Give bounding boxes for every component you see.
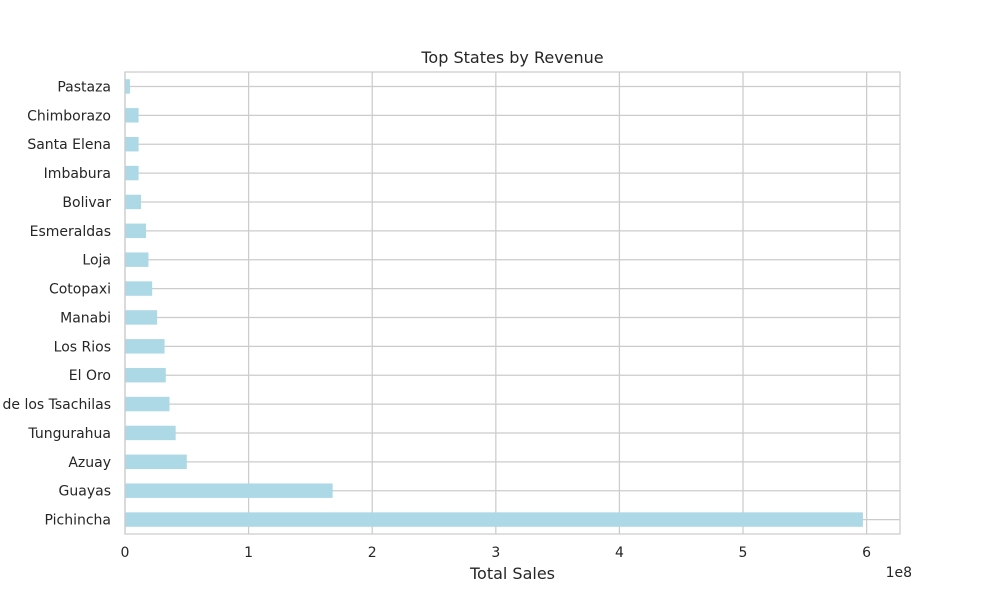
y-tick-label: Los Rios <box>54 339 111 355</box>
x-axis-label: Total Sales <box>469 564 555 583</box>
y-tick-label: Pichincha <box>44 513 111 529</box>
bar <box>125 194 142 210</box>
bar <box>125 223 147 239</box>
bar <box>125 136 139 152</box>
x-tick-label: 2 <box>368 545 377 561</box>
y-tick-labels: Pichincha Guayas Azuay Tungurahua Santo Domi… <box>0 79 111 528</box>
x-tick-label: 1 <box>244 545 253 561</box>
y-tick-label: Imbabura <box>44 166 111 182</box>
chart-title: Top States by Revenue <box>420 48 603 67</box>
bar <box>125 512 863 527</box>
bar <box>125 454 187 470</box>
plot-frame <box>124 71 901 535</box>
x-tick-label: 0 <box>121 545 130 561</box>
grid-lines <box>124 72 900 534</box>
bar <box>125 252 149 267</box>
y-tick-label: Cotopaxi <box>49 282 111 298</box>
x-tick-labels: 0 1 2 3 4 5 6 <box>121 545 872 561</box>
bar <box>125 165 139 181</box>
x-axis-offset-text: 1e8 <box>886 565 912 581</box>
y-tick-label: Santo Domingo de los Tsachilas <box>0 397 111 413</box>
bar <box>125 425 176 441</box>
bar <box>125 310 158 325</box>
bar <box>125 108 139 123</box>
x-tick-label: 3 <box>491 545 500 561</box>
bar <box>125 281 153 296</box>
bar <box>125 483 333 498</box>
x-tick-label: 6 <box>862 545 871 561</box>
x-tick-label: 5 <box>739 545 748 561</box>
y-tick-label: Manabi <box>60 310 111 326</box>
y-tick-label: El Oro <box>69 368 111 384</box>
y-tick-label: Esmeraldas <box>30 224 111 240</box>
y-tick-label: Tungurahua <box>27 426 111 442</box>
bars <box>125 79 863 527</box>
y-tick-label: Guayas <box>59 484 111 500</box>
bar <box>125 339 165 354</box>
y-tick-label: Santa Elena <box>27 137 111 153</box>
y-tick-label: Loja <box>82 253 111 269</box>
bar <box>125 396 170 412</box>
bar <box>125 367 166 383</box>
bar <box>125 79 130 94</box>
y-tick-label: Pastaza <box>57 79 111 95</box>
y-tick-label: Bolivar <box>62 195 111 211</box>
y-tick-label: Chimborazo <box>27 108 111 124</box>
y-tick-label: Azuay <box>68 455 111 471</box>
x-tick-label: 4 <box>615 545 624 561</box>
